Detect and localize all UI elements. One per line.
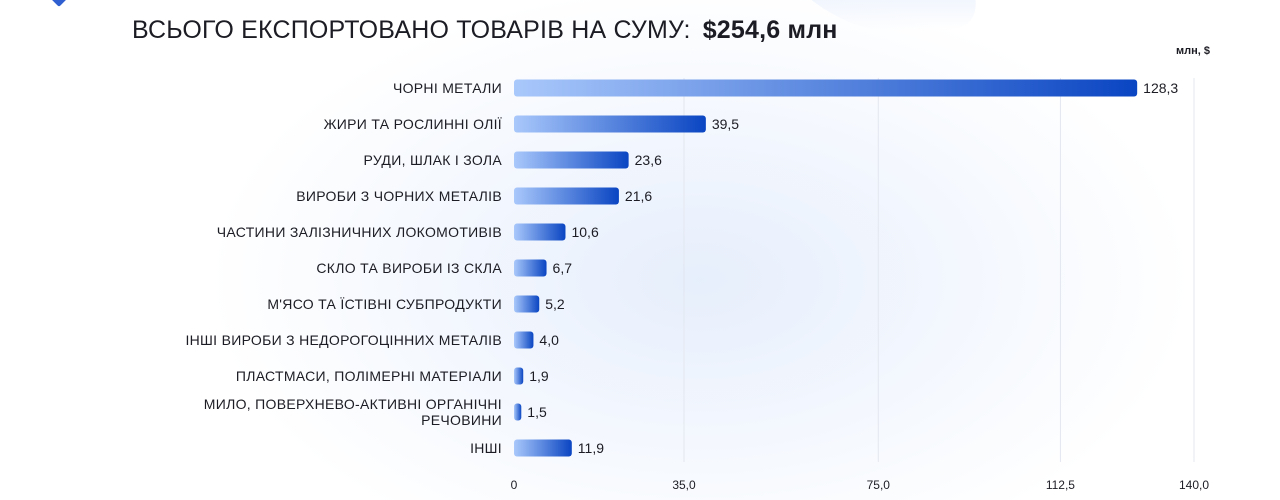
bar <box>514 403 522 421</box>
gridlines <box>683 78 1195 462</box>
category-label: ПЛАСТМАСИ, ПОЛІМЕРНІ МАТЕРІАЛИ <box>236 368 502 384</box>
bar <box>514 223 566 241</box>
x-tick-label: 35,0 <box>672 478 696 492</box>
data-label: 6,7 <box>553 260 573 276</box>
data-label: 11,9 <box>578 440 604 456</box>
category-label-line: ІНШІ ВИРОБИ З НЕДОРОГОЦІННИХ МЕТАЛІВ <box>185 332 502 348</box>
chart-title-total: $254,6 млн <box>702 16 838 44</box>
category-label: ВИРОБИ З ЧОРНИХ МЕТАЛІВ <box>296 188 502 204</box>
bar <box>514 331 534 349</box>
bar <box>514 115 706 133</box>
category-label-line: РУДИ, ШЛАК І ЗОЛА <box>364 152 503 168</box>
category-label: РУДИ, ШЛАК І ЗОЛА <box>364 152 503 168</box>
bar <box>514 151 629 169</box>
bar <box>514 439 572 457</box>
category-label-line: ЖИРИ ТА РОСЛИННІ ОЛІЇ <box>324 116 502 132</box>
x-tick-label: 0 <box>511 478 518 492</box>
value-labels: 128,3 39,5 23,6 21,6 10,6 6,7 5,2 4,0 1,9 1,5 11,9 <box>527 80 1178 456</box>
category-label-line: ІНШІ <box>470 440 502 456</box>
category-label: ЧОРНІ МЕТАЛИ <box>393 80 502 96</box>
data-label: 39,5 <box>712 116 739 132</box>
bar <box>514 367 524 385</box>
x-tick-label: 75,0 <box>867 478 891 492</box>
category-label: СКЛО ТА ВИРОБИ ІЗ СКЛА <box>316 260 502 276</box>
category-label-line: ЧОРНІ МЕТАЛИ <box>393 80 502 96</box>
category-label-line: СКЛО ТА ВИРОБИ ІЗ СКЛА <box>316 260 502 276</box>
category-label: ЧАСТИНИ ЗАЛІЗНИЧНИХ ЛОКОМОТИВІВ <box>217 224 502 240</box>
category-label-line: РЕЧОВИНИ <box>421 412 502 428</box>
unit-label: млн, $ <box>1176 45 1210 57</box>
data-label: 1,5 <box>527 404 547 420</box>
category-label-line: ВИРОБИ З ЧОРНИХ МЕТАЛІВ <box>296 188 502 204</box>
data-label: 1,9 <box>529 368 549 384</box>
bar <box>514 295 540 313</box>
data-label: 10,6 <box>571 224 598 240</box>
x-tick-label: 112,5 <box>1046 478 1075 492</box>
data-label: 4,0 <box>539 332 559 348</box>
category-label: ІНШІ ВИРОБИ З НЕДОРОГОЦІННИХ МЕТАЛІВ <box>185 332 502 348</box>
category-label: ЖИРИ ТА РОСЛИННІ ОЛІЇ <box>324 116 502 132</box>
x-axis-ticks: 0 35,0 75,0 112,5 140,0 <box>511 478 1210 492</box>
category-label-line: ПЛАСТМАСИ, ПОЛІМЕРНІ МАТЕРІАЛИ <box>236 368 502 384</box>
chart-title-prefix: ВСЬОГО ЕКСПОРТОВАНО ТОВАРІВ НА СУМУ: <box>132 16 691 44</box>
data-label: 128,3 <box>1143 80 1178 96</box>
x-tick-label: 140,0 <box>1179 478 1209 492</box>
data-label: 21,6 <box>625 188 652 204</box>
category-label-line: МИЛО, ПОВЕРХНЕВО-АКТИВНІ ОРГАНІЧНІ <box>204 396 502 412</box>
category-labels: ЧОРНІ МЕТАЛИ ЖИРИ ТА РОСЛИННІ ОЛІЇ РУДИ, Ш… <box>185 80 502 456</box>
data-label: 23,6 <box>635 152 662 168</box>
data-label: 5,2 <box>545 296 565 312</box>
category-label-line: ЧАСТИНИ ЗАЛІЗНИЧНИХ ЛОКОМОТИВІВ <box>217 224 502 240</box>
chart-title: ВСЬОГО ЕКСПОРТОВАНО ТОВАРІВ НА СУМУ: $254… <box>132 16 838 45</box>
bar <box>514 259 547 277</box>
category-label-line: М'ЯСО ТА ЇСТІВНІ СУБПРОДУКТИ <box>267 296 502 312</box>
category-label: ІНШІ <box>470 440 502 456</box>
bar <box>514 187 619 205</box>
category-label: МИЛО, ПОВЕРХНЕВО-АКТИВНІ ОРГАНІЧНІ РЕЧОВИ… <box>204 396 502 428</box>
bar <box>514 79 1138 97</box>
category-label: М'ЯСО ТА ЇСТІВНІ СУБПРОДУКТИ <box>267 296 502 312</box>
bars <box>514 79 1138 457</box>
